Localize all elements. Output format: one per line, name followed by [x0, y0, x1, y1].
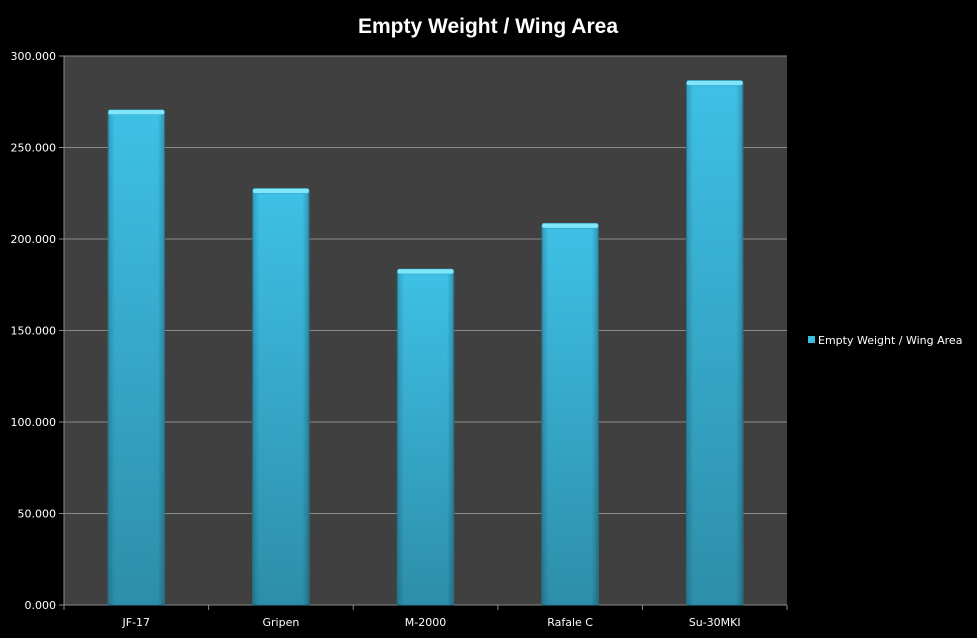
bar-shade — [108, 112, 165, 605]
bar-cap — [107, 109, 165, 115]
bar-jf-17 — [107, 109, 165, 606]
y-tick-label: 150.000 — [11, 325, 57, 338]
legend: Empty Weight / Wing Area — [808, 334, 962, 347]
bar-gripen — [252, 188, 310, 606]
bar-rafale-c — [541, 222, 599, 606]
bar-shade — [541, 226, 599, 605]
x-tick-label: Su-30MKI — [689, 616, 741, 629]
x-axis-tick-labels: JF-17 Gripen M-2000 Rafale C Su-30MKI — [122, 616, 741, 629]
y-tick-label: 50.000 — [18, 508, 57, 521]
y-tick-label: 100.000 — [11, 416, 57, 429]
y-tick-label: 0.000 — [25, 599, 57, 612]
chart-title: Empty Weight / Wing Area — [358, 15, 618, 38]
x-tick-label: Gripen — [262, 616, 299, 629]
y-tick-label: 250.000 — [11, 142, 57, 155]
bar-cap — [397, 268, 454, 275]
y-tick-label: 300.000 — [11, 50, 57, 63]
x-tick-label: JF-17 — [122, 616, 151, 629]
bar-shade — [397, 271, 454, 605]
legend-swatch — [808, 336, 815, 343]
bars — [107, 80, 744, 606]
bar-cap — [541, 222, 599, 229]
bar-su-30mki — [686, 80, 744, 606]
legend-label: Empty Weight / Wing Area — [818, 334, 962, 347]
bar-cap — [686, 80, 744, 86]
bar-cap — [252, 188, 310, 194]
y-axis-tick-labels: 0.000 50.000 100.000 150.000 200.000 250.000 3… — [11, 50, 57, 612]
x-tick-label: Rafale C — [547, 616, 593, 629]
bar-shade — [686, 83, 743, 605]
y-tick-label: 200.000 — [11, 233, 57, 246]
bar-shade — [252, 191, 310, 606]
bar-m-2000 — [396, 268, 455, 606]
x-tick-label: M-2000 — [405, 616, 446, 629]
